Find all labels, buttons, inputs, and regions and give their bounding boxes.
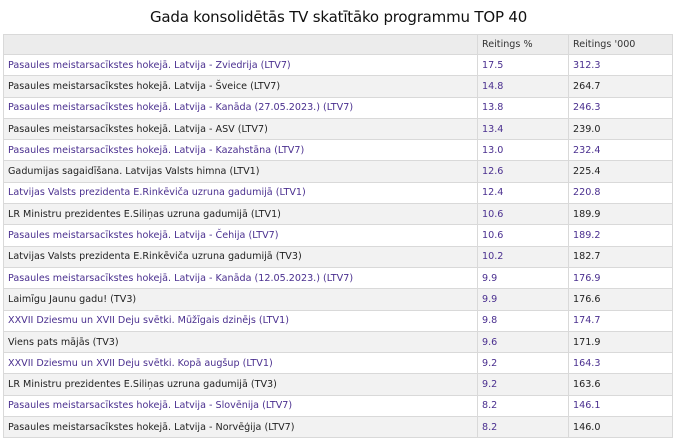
program-name-cell: Latvijas Valsts prezidenta E.Rinkēviča u… — [3, 245, 478, 268]
rating-thousands-cell: 146.1 — [568, 394, 673, 418]
table-row: Pasaules meistarsacīkstes hokejā. Latvij… — [3, 75, 673, 98]
table-row: Pasaules meistarsacīkstes hokejā. Latvij… — [3, 394, 673, 418]
rating-percent-cell: 13.4 — [477, 117, 569, 141]
rating-thousands-cell: 220.8 — [568, 181, 673, 205]
program-name-cell: Pasaules meistarsacīkstes hokejā. Latvij… — [3, 117, 478, 141]
table-row: Pasaules meistarsacīkstes hokejā. Latvij… — [3, 117, 673, 141]
rating-thousands-cell: 174.7 — [568, 309, 673, 332]
rating-thousands-cell: 312.3 — [568, 53, 673, 77]
program-name-cell: XXVII Dziesmu un XVII Deju svētki. Kopā … — [3, 352, 478, 375]
rating-percent-cell: 12.4 — [477, 181, 569, 205]
header-rating-thousands: Reitings '000 — [568, 34, 673, 55]
rating-thousands-cell: 182.7 — [568, 245, 673, 268]
program-name-cell: Pasaules meistarsacīkstes hokejā. Latvij… — [3, 53, 478, 77]
program-name-cell: Pasaules meistarsacīkstes hokejā. Latvij… — [3, 139, 478, 162]
table-row: XXVII Dziesmu un XVII Deju svētki. Kopā … — [3, 352, 673, 375]
table-header-row: Reitings % Reitings '000 — [3, 34, 673, 55]
rating-percent-cell: 9.2 — [477, 352, 569, 375]
program-name-cell: Pasaules meistarsacīkstes hokejā. Latvij… — [3, 394, 478, 418]
table-row: Pasaules meistarsacīkstes hokejā. Latvij… — [3, 139, 673, 162]
rating-percent-cell: 10.6 — [477, 203, 569, 226]
rating-thousands-cell: 171.9 — [568, 330, 673, 354]
rating-thousands-cell: 264.7 — [568, 75, 673, 98]
rating-percent-cell: 9.8 — [477, 309, 569, 332]
rating-thousands-cell: 232.4 — [568, 139, 673, 162]
rating-percent-cell: 10.2 — [477, 245, 569, 268]
rating-percent-cell: 17.5 — [477, 53, 569, 77]
rating-percent-cell: 8.2 — [477, 416, 569, 438]
table-row: Pasaules meistarsacīkstes hokejā. Latvij… — [3, 53, 673, 77]
rating-thousands-cell: 189.9 — [568, 203, 673, 226]
program-name-cell: Laimīgu Jaunu gadu! (TV3) — [3, 288, 478, 311]
program-name-cell: Gadumijas sagaidīšana. Latvijas Valsts h… — [3, 160, 478, 183]
program-name-cell: LR Ministru prezidentes E.Siliņas uzruna… — [3, 373, 478, 396]
program-name-cell: Viens pats mājās (TV3) — [3, 330, 478, 354]
page-title: Gada konsolidētās TV skatītāko programmu… — [149, 8, 528, 26]
program-name-cell: Pasaules meistarsacīkstes hokejā. Latvij… — [3, 266, 478, 290]
table-row: Viens pats mājās (TV3) 9.6 171.9 — [3, 330, 673, 354]
program-name-cell: Pasaules meistarsacīkstes hokejā. Latvij… — [3, 75, 478, 98]
rating-thousands-cell: 146.0 — [568, 416, 673, 438]
rating-thousands-cell: 189.2 — [568, 224, 673, 247]
rating-thousands-cell: 164.3 — [568, 352, 673, 375]
rating-percent-cell: 9.9 — [477, 288, 569, 311]
table-row: LR Ministru prezidentes E.Siliņas uzruna… — [3, 203, 673, 226]
program-name-cell: LR Ministru prezidentes E.Siliņas uzruna… — [3, 203, 478, 226]
table-row: Pasaules meistarsacīkstes hokejā. Latvij… — [3, 416, 673, 438]
rating-percent-cell: 9.2 — [477, 373, 569, 396]
program-name-cell: Pasaules meistarsacīkstes hokejā. Latvij… — [3, 416, 478, 438]
rating-thousands-cell: 239.0 — [568, 117, 673, 141]
program-name-cell: Pasaules meistarsacīkstes hokejā. Latvij… — [3, 224, 478, 247]
table-row: LR Ministru prezidentes E.Siliņas uzruna… — [3, 373, 673, 396]
program-name-cell: Latvijas Valsts prezidenta E.Rinkēviča u… — [3, 181, 478, 205]
rating-percent-cell: 9.6 — [477, 330, 569, 354]
table-row: Laimīgu Jaunu gadu! (TV3) 9.9 176.6 — [3, 288, 673, 311]
rating-thousands-cell: 176.6 — [568, 288, 673, 311]
rating-percent-cell: 13.8 — [477, 96, 569, 119]
rating-percent-cell: 9.9 — [477, 266, 569, 290]
rating-percent-cell: 13.0 — [477, 139, 569, 162]
table-body: Pasaules meistarsacīkstes hokejā. Latvij… — [3, 53, 673, 438]
rating-thousands-cell: 246.3 — [568, 96, 673, 119]
rating-percent-cell: 12.6 — [477, 160, 569, 183]
table-row: Pasaules meistarsacīkstes hokejā. Latvij… — [3, 224, 673, 247]
rating-thousands-cell: 176.9 — [568, 266, 673, 290]
header-program — [3, 34, 478, 55]
rating-thousands-cell: 163.6 — [568, 373, 673, 396]
table-row: Pasaules meistarsacīkstes hokejā. Latvij… — [3, 96, 673, 119]
table-row: Latvijas Valsts prezidenta E.Rinkēviča u… — [3, 181, 673, 205]
table-row: XXVII Dziesmu un XVII Deju svētki. Mūžīg… — [3, 309, 673, 332]
rating-percent-cell: 8.2 — [477, 394, 569, 418]
ratings-table: Reitings % Reitings '000 Pasaules meista… — [3, 34, 673, 438]
table-row: Gadumijas sagaidīšana. Latvijas Valsts h… — [3, 160, 673, 183]
rating-percent-cell: 10.6 — [477, 224, 569, 247]
rating-thousands-cell: 225.4 — [568, 160, 673, 183]
table-row: Pasaules meistarsacīkstes hokejā. Latvij… — [3, 266, 673, 290]
program-name-cell: Pasaules meistarsacīkstes hokejā. Latvij… — [3, 96, 478, 119]
rating-percent-cell: 14.8 — [477, 75, 569, 98]
table-row: Latvijas Valsts prezidenta E.Rinkēviča u… — [3, 245, 673, 268]
header-rating-percent: Reitings % — [477, 34, 569, 55]
program-name-cell: XXVII Dziesmu un XVII Deju svētki. Mūžīg… — [3, 309, 478, 332]
